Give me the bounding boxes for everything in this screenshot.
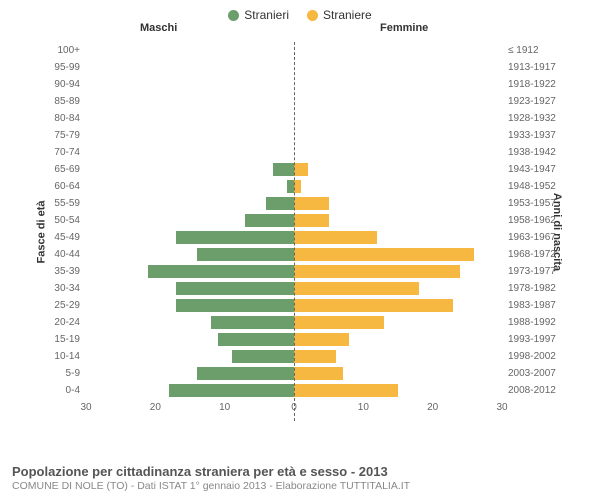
birth-year-label: 1938-1942	[502, 144, 558, 161]
age-label: 10-14	[52, 348, 86, 365]
bar-female	[294, 282, 419, 295]
bar-male	[197, 367, 294, 380]
chart-area: Fasce di età Anni di nascita 0-42008-201…	[52, 42, 548, 422]
age-label: 100+	[52, 42, 86, 59]
age-label: 95-99	[52, 59, 86, 76]
age-label: 40-44	[52, 246, 86, 263]
bar-male	[197, 248, 294, 261]
legend-item-female: Straniere	[307, 8, 372, 22]
age-label: 55-59	[52, 195, 86, 212]
header-male: Maschi	[140, 22, 177, 34]
birth-year-label: 1973-1977	[502, 263, 558, 280]
footer-subtitle: COMUNE DI NOLE (TO) - Dati ISTAT 1° genn…	[12, 480, 588, 492]
age-label: 50-54	[52, 212, 86, 229]
birth-year-label: 1958-1962	[502, 212, 558, 229]
bar-male	[211, 316, 294, 329]
center-axis-line	[294, 42, 295, 421]
header-female: Femmine	[380, 22, 428, 34]
x-tick: 10	[358, 402, 369, 413]
bar-female	[294, 367, 343, 380]
legend-label-male: Stranieri	[244, 8, 289, 22]
age-label: 70-74	[52, 144, 86, 161]
bar-female	[294, 265, 460, 278]
column-headers: Maschi Femmine	[0, 22, 600, 38]
age-label: 25-29	[52, 297, 86, 314]
bar-female	[294, 180, 301, 193]
legend: Stranieri Straniere	[0, 0, 600, 22]
legend-swatch-female	[307, 10, 318, 21]
birth-year-label: 1943-1947	[502, 161, 558, 178]
x-tick: 20	[427, 402, 438, 413]
age-label: 90-94	[52, 76, 86, 93]
bar-male	[176, 282, 294, 295]
bar-female	[294, 350, 336, 363]
birth-year-label: 1953-1957	[502, 195, 558, 212]
bar-female	[294, 163, 308, 176]
birth-year-label: 1948-1952	[502, 178, 558, 195]
x-tick: 20	[150, 402, 161, 413]
bar-male	[176, 231, 294, 244]
plot: 0-42008-20125-92003-200710-141998-200215…	[86, 42, 502, 421]
footer-title: Popolazione per cittadinanza straniera p…	[12, 464, 588, 479]
bar-male	[266, 197, 294, 210]
y-axis-left-title: Fasce di età	[35, 201, 47, 264]
bar-female	[294, 231, 377, 244]
age-label: 0-4	[52, 382, 86, 399]
age-label: 5-9	[52, 365, 86, 382]
age-label: 35-39	[52, 263, 86, 280]
birth-year-label: 1998-2002	[502, 348, 558, 365]
age-label: 20-24	[52, 314, 86, 331]
legend-item-male: Stranieri	[228, 8, 289, 22]
age-label: 85-89	[52, 93, 86, 110]
birth-year-label: 2008-2012	[502, 382, 558, 399]
age-label: 15-19	[52, 331, 86, 348]
age-label: 75-79	[52, 127, 86, 144]
bar-male	[176, 299, 294, 312]
birth-year-label: 1978-1982	[502, 280, 558, 297]
bar-male	[218, 333, 294, 346]
bar-male	[273, 163, 294, 176]
bar-female	[294, 214, 329, 227]
birth-year-label: 1963-1967	[502, 229, 558, 246]
birth-year-label: 1983-1987	[502, 297, 558, 314]
birth-year-label: 1923-1927	[502, 93, 558, 110]
bar-male	[245, 214, 294, 227]
bar-female	[294, 316, 384, 329]
x-tick: 10	[219, 402, 230, 413]
birth-year-label: 1968-1972	[502, 246, 558, 263]
age-label: 60-64	[52, 178, 86, 195]
birth-year-label: 1918-1922	[502, 76, 558, 93]
bar-male	[169, 384, 294, 397]
bar-male	[232, 350, 294, 363]
x-axis: 3020100102030	[86, 399, 502, 421]
footer: Popolazione per cittadinanza straniera p…	[12, 464, 588, 492]
birth-year-label: ≤ 1912	[502, 42, 558, 59]
bar-female	[294, 333, 349, 346]
bar-female	[294, 248, 474, 261]
age-label: 80-84	[52, 110, 86, 127]
x-tick: 0	[291, 402, 297, 413]
age-label: 30-34	[52, 280, 86, 297]
bar-female	[294, 384, 398, 397]
birth-year-label: 1988-1992	[502, 314, 558, 331]
age-label: 65-69	[52, 161, 86, 178]
legend-label-female: Straniere	[323, 8, 372, 22]
age-label: 45-49	[52, 229, 86, 246]
birth-year-label: 1913-1917	[502, 59, 558, 76]
bar-male	[287, 180, 294, 193]
birth-year-label: 1928-1932	[502, 110, 558, 127]
legend-swatch-male	[228, 10, 239, 21]
bar-female	[294, 299, 453, 312]
birth-year-label: 1993-1997	[502, 331, 558, 348]
birth-year-label: 2003-2007	[502, 365, 558, 382]
birth-year-label: 1933-1937	[502, 127, 558, 144]
bar-male	[148, 265, 294, 278]
bar-female	[294, 197, 329, 210]
x-tick: 30	[496, 402, 507, 413]
x-tick: 30	[80, 402, 91, 413]
